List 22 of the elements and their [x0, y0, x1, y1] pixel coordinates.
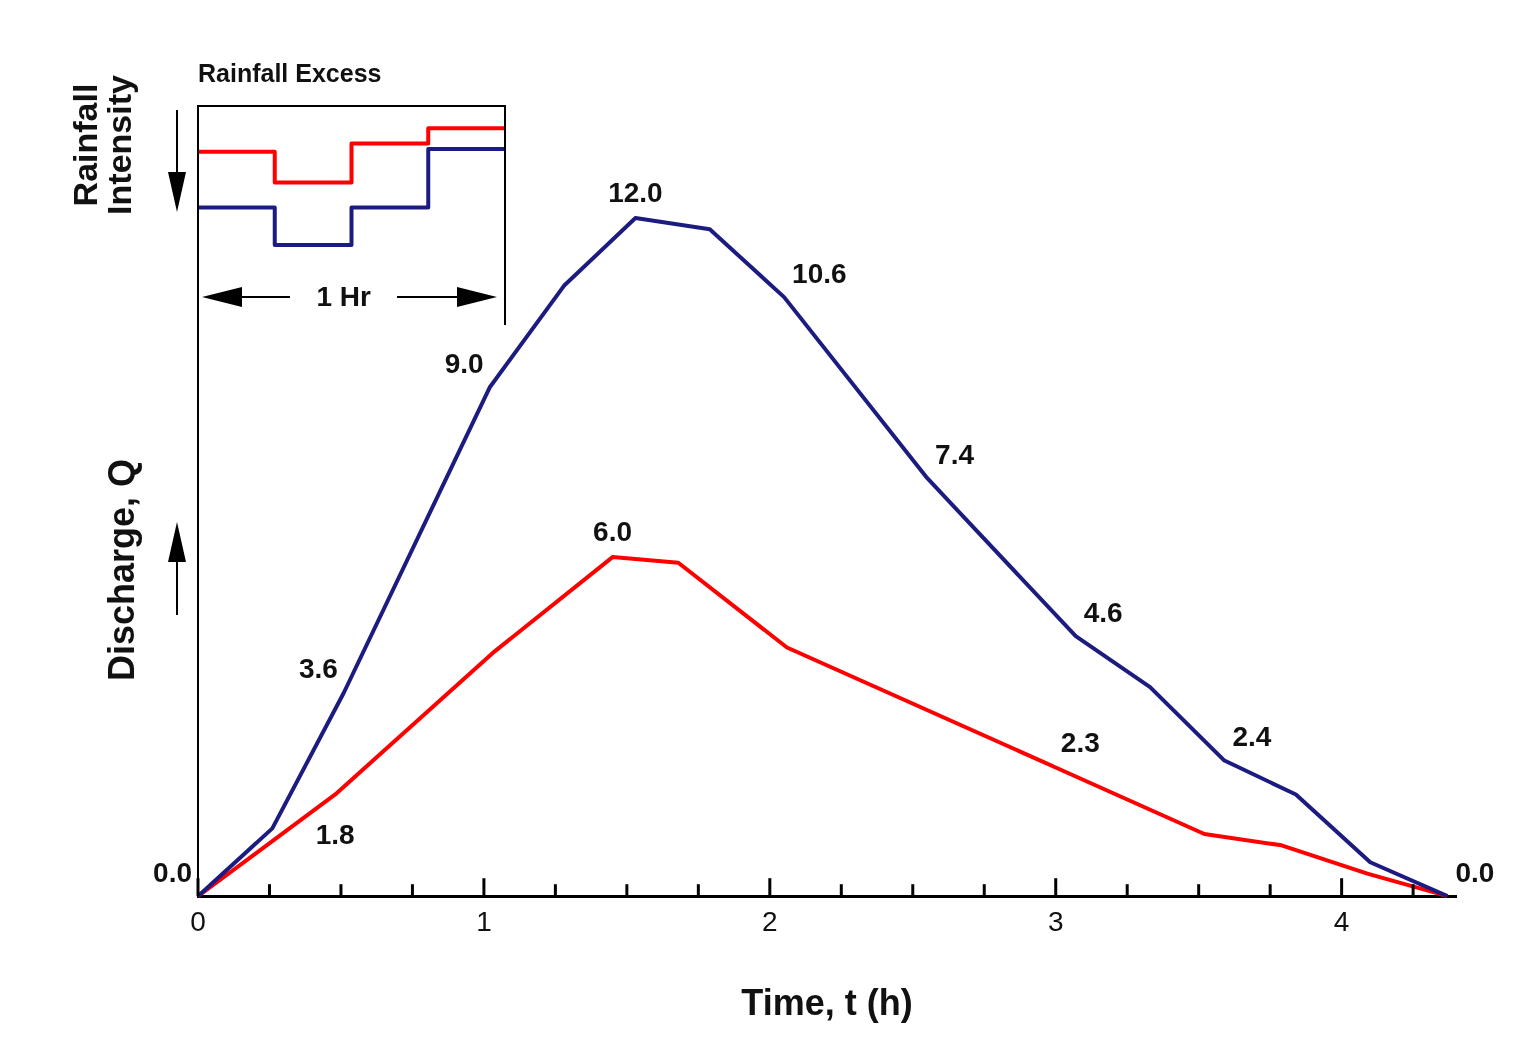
data-label: 2.4 [1232, 721, 1272, 753]
data-label: 9.0 [444, 348, 484, 380]
data-label: 6.0 [593, 515, 633, 547]
data-label: 0.0 [1455, 856, 1495, 888]
data-label: 7.4 [935, 438, 975, 470]
annotation: 1 Hr [316, 281, 371, 313]
data-label: 10.6 [792, 257, 847, 289]
x-tick-label: 3 [1047, 905, 1064, 937]
data-label: 2.3 [1060, 726, 1100, 758]
x-tick-label: 0 [190, 905, 206, 937]
x-tick-label: 4 [1333, 905, 1350, 937]
x-axis-title: Time, t (h) [741, 982, 913, 1024]
x-tick-label: 2 [762, 905, 778, 937]
data-label: 0.0 [153, 856, 192, 888]
data-label: 1.8 [315, 819, 355, 851]
data-label: 12.0 [608, 176, 663, 208]
x-tick-label: 1 [476, 905, 492, 937]
data-label: 3.6 [298, 653, 338, 685]
chart-title: Rainfall Excess [198, 58, 382, 87]
data-label: 4.6 [1083, 596, 1123, 628]
y-axis-title: Rainfall Intensity [66, 74, 138, 217]
y-axis-title: Discharge, Q [101, 457, 142, 684]
